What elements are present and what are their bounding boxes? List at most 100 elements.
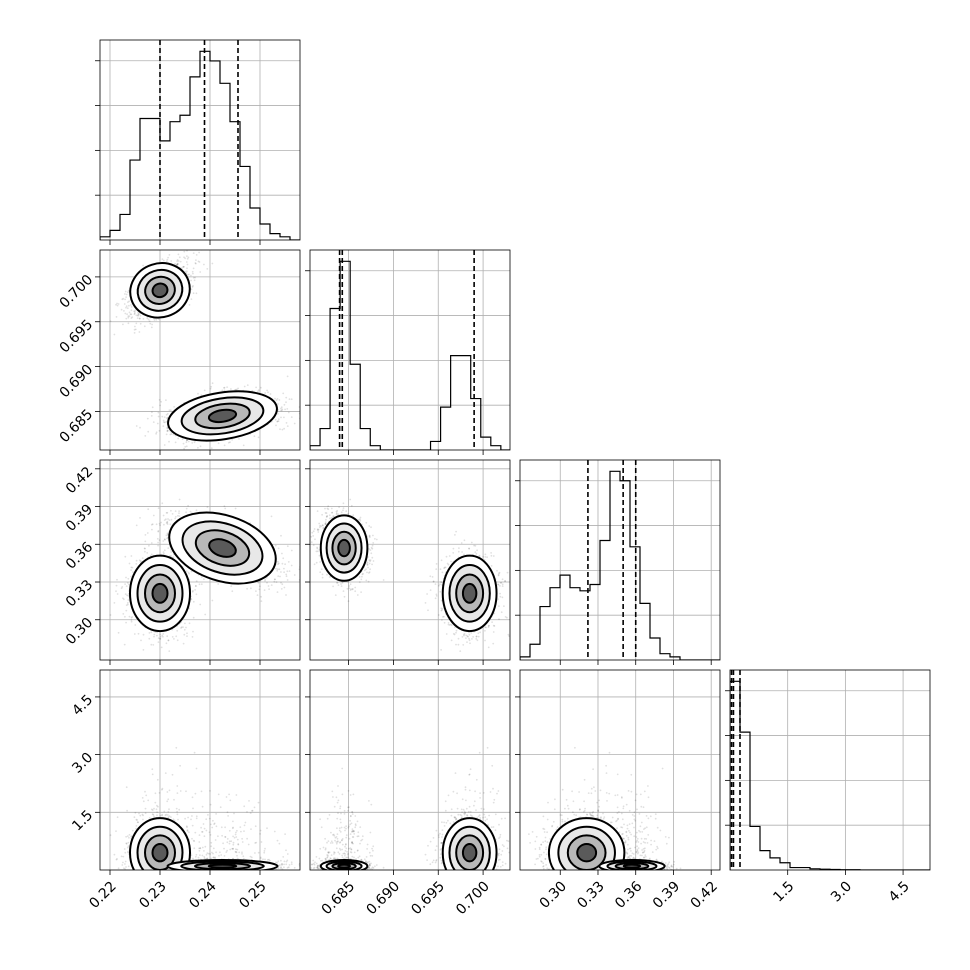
scatter-point	[156, 537, 159, 540]
scatter-point	[182, 626, 184, 628]
scatter-point	[190, 274, 192, 277]
scatter-point	[253, 435, 256, 438]
scatter-point	[155, 431, 158, 434]
scatter-point	[144, 540, 147, 543]
scatter-point	[281, 409, 283, 412]
scatter-point	[268, 588, 270, 590]
scatter-point	[126, 291, 129, 294]
scatter-point	[290, 416, 293, 418]
scatter-point	[163, 416, 166, 418]
scatter-point	[243, 385, 246, 388]
scatter-point	[124, 312, 127, 315]
scatter-point	[257, 436, 260, 439]
scatter-point	[135, 314, 138, 317]
scatter-point	[144, 435, 147, 437]
scatter-point	[234, 507, 237, 510]
scatter-point	[168, 650, 171, 652]
scatter-point	[187, 273, 189, 276]
scatter-point	[160, 646, 163, 649]
scatter-point	[236, 388, 238, 391]
scatter-point	[190, 298, 193, 300]
scatter-point	[157, 415, 160, 418]
scatter-point	[138, 317, 141, 320]
histogram-0	[100, 50, 300, 240]
scatter-point	[182, 442, 185, 445]
scatter-point	[163, 552, 165, 555]
scatter-point	[132, 571, 134, 573]
scatter-point	[151, 406, 154, 409]
scatter-point	[199, 445, 202, 448]
scatter-point	[186, 439, 188, 441]
scatter-point	[286, 579, 289, 581]
scatter-point	[186, 267, 188, 270]
scatter-point	[169, 409, 172, 412]
scatter-point	[276, 591, 279, 593]
scatter-point	[126, 313, 128, 316]
scatter-point	[115, 316, 118, 318]
scatter-point	[186, 250, 188, 252]
scatter-point	[267, 391, 269, 394]
scatter-point	[167, 639, 170, 642]
scatter-point	[190, 279, 193, 282]
scatter-point	[175, 263, 178, 266]
scatter-point	[187, 256, 190, 259]
scatter-point	[194, 589, 197, 591]
scatter-point	[224, 507, 227, 510]
scatter-point	[166, 537, 169, 540]
scatter-point	[124, 290, 127, 293]
scatter-point	[170, 260, 173, 262]
scatter-point	[115, 303, 117, 306]
scatter-point	[141, 557, 144, 559]
scatter-point	[139, 322, 142, 325]
scatter-point	[137, 632, 140, 635]
scatter-point	[192, 252, 195, 255]
scatter-point	[162, 633, 165, 635]
scatter-point	[278, 399, 281, 401]
scatter-point	[197, 260, 200, 263]
scatter-point	[170, 551, 173, 553]
scatter-point	[165, 534, 168, 537]
scatter-point	[288, 570, 291, 572]
scatter-point	[211, 382, 214, 385]
scatter-point	[142, 318, 145, 320]
scatter-point	[135, 524, 138, 527]
scatter-point	[203, 263, 205, 266]
scatter-point	[194, 262, 197, 264]
scatter-point	[192, 630, 194, 633]
scatter-point	[120, 308, 123, 311]
scatter-point	[175, 635, 178, 638]
scatter-point	[229, 441, 231, 444]
scatter-point	[168, 409, 171, 412]
scatter-point	[159, 637, 162, 640]
scatter-point	[170, 433, 173, 435]
scatter-point	[127, 301, 129, 304]
scatter-point	[277, 412, 279, 415]
scatter-point	[281, 552, 283, 555]
scatter-point	[138, 313, 140, 316]
scatter-point	[198, 583, 201, 586]
histogram-1	[310, 260, 510, 450]
scatter-point	[194, 585, 197, 587]
scatter-point	[157, 637, 160, 639]
scatter-point	[174, 510, 177, 512]
scatter-point	[290, 564, 293, 567]
scatter-point	[165, 522, 168, 524]
scatter-point	[162, 425, 165, 427]
scatter-point	[274, 397, 276, 400]
scatter-point	[170, 555, 173, 557]
scatter-point	[174, 515, 177, 518]
scatter-point	[131, 316, 134, 318]
scatter-point	[127, 304, 130, 307]
scatter-point	[275, 567, 277, 570]
scatter-point	[277, 563, 279, 566]
scatter-point	[150, 542, 153, 544]
scatter-point	[130, 575, 132, 578]
scatter-point	[166, 430, 169, 432]
scatter-point	[285, 573, 288, 576]
scatter-point	[124, 555, 127, 558]
scatter-point	[184, 622, 186, 625]
panel-frame	[99, 249, 301, 451]
scatter-point	[283, 567, 285, 570]
scatter-point	[203, 389, 206, 392]
